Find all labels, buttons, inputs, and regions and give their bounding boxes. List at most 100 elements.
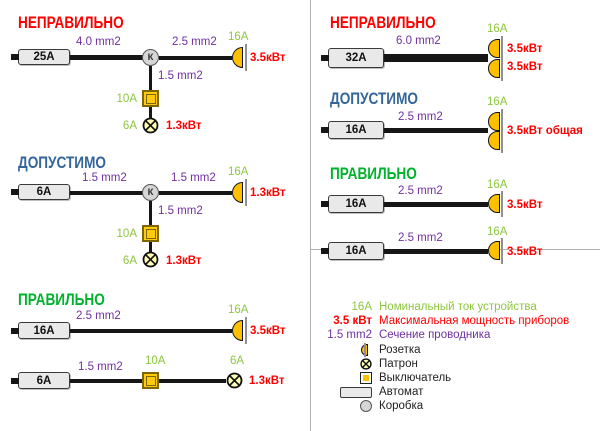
legend-desc: Номинальный ток устройства	[379, 301, 537, 314]
breaker-icon	[340, 386, 372, 398]
wire-size-label: 4.0 mm2	[76, 36, 121, 48]
switch-icon	[360, 372, 372, 385]
breaker: 6А	[18, 372, 70, 389]
breaker: 16А	[328, 121, 384, 139]
legend-desc: Коробка	[379, 400, 424, 413]
wall-line	[501, 36, 503, 81]
wire	[159, 55, 232, 60]
legend-row: Патрон	[312, 357, 596, 371]
wire-size-label: 2.5 mm2	[398, 232, 443, 244]
switch-amp-label: 10А	[116, 228, 137, 240]
switch-icon	[142, 90, 159, 107]
junction-box: К	[142, 184, 159, 201]
lamp-amp-label: 6А	[122, 255, 137, 267]
section-title: НЕПРАВИЛЬНО	[330, 13, 436, 32]
legend-desc: Патрон	[379, 357, 418, 370]
breaker: 32А	[328, 48, 384, 68]
wire-size-label: 2.5 mm2	[172, 36, 217, 48]
socket-power-label: 3.5кВт	[250, 325, 286, 337]
socket-amp-label: 16А	[228, 31, 249, 43]
lamp-power-label: 1.3кВт	[166, 120, 202, 132]
section-title: ПРАВИЛЬНО	[330, 164, 417, 183]
socket-icon	[488, 39, 500, 58]
breaker: 25А	[18, 49, 70, 65]
socket-power-label: 3.5кВт	[250, 52, 286, 64]
wall-line	[245, 179, 247, 206]
wall-line	[245, 317, 247, 344]
socket-icon	[488, 194, 500, 213]
wire	[384, 54, 488, 62]
socket-amp-label: 16А	[228, 166, 249, 178]
wire	[70, 190, 143, 195]
wire	[149, 107, 152, 118]
junction-box-icon	[360, 400, 372, 413]
lamp-amp-label: 6А	[122, 120, 137, 132]
lamp-holder-icon	[142, 251, 159, 268]
socket-amp-label: 16А	[228, 304, 249, 316]
legend: 16А Номинальный ток устройства 3.5 кВт М…	[312, 300, 596, 414]
legend-key-amp: 16А	[351, 301, 372, 314]
wire-size-label: 1.5 mm2	[158, 70, 203, 82]
wire-size-label: 2.5 mm2	[398, 111, 443, 123]
legend-row: Выключатель	[312, 371, 596, 385]
lamp-power-label: 1.3кВт	[249, 375, 285, 387]
legend-row: 3.5 кВт Максимальная мощность приборов	[312, 314, 596, 328]
wire	[159, 190, 232, 195]
wire-size-label: 2.5 mm2	[398, 185, 443, 197]
socket-power-label: 3.5кВт	[507, 43, 543, 55]
wire-size-label: 1.5 mm2	[158, 205, 203, 217]
wire	[384, 127, 488, 133]
socket-icon	[361, 342, 368, 357]
wire	[70, 328, 232, 333]
wall-line	[501, 238, 503, 264]
legend-desc: Максимальная мощность приборов	[379, 315, 570, 328]
socket-amp-label: 16А	[487, 179, 508, 191]
section-title: ПРАВИЛЬНО	[18, 290, 105, 309]
breaker: 16А	[328, 195, 384, 213]
switch-amp-label: 10А	[145, 355, 166, 367]
legend-desc: Автомат	[379, 386, 424, 399]
socket-icon	[488, 241, 500, 260]
breaker: 16А	[18, 322, 70, 339]
switch-icon	[142, 225, 159, 242]
socket-power-label: 3.5кВт общая	[507, 125, 583, 137]
wall-line	[501, 191, 503, 217]
socket-power-label: 3.5кВт	[507, 199, 543, 211]
wire	[70, 55, 143, 60]
socket-icon	[488, 131, 500, 150]
wire	[149, 201, 152, 225]
wall-line	[245, 44, 247, 71]
socket-amp-label: 16А	[487, 226, 508, 238]
wire	[149, 66, 152, 91]
socket-amp-label: 16А	[487, 96, 508, 108]
socket-power-label: 1.3кВт	[250, 187, 286, 199]
wire-size-label: 6.0 mm2	[396, 35, 441, 47]
legend-row: Коробка	[312, 399, 596, 413]
junction-box: К	[142, 49, 159, 66]
lamp-holder-icon	[360, 358, 372, 370]
legend-desc: Розетка	[379, 343, 421, 356]
socket-icon	[488, 112, 500, 131]
lamp-power-label: 1.3кВт	[166, 255, 202, 267]
legend-key-power: 3.5 кВт	[333, 315, 372, 328]
legend-desc: Выключатель	[379, 372, 452, 385]
legend-row: 16А Номинальный ток устройства	[312, 300, 596, 314]
wall-line	[364, 342, 366, 357]
wire	[159, 378, 226, 383]
wire-size-label: 1.5 mm2	[82, 172, 127, 184]
wall-line	[501, 109, 503, 153]
socket-amp-label: 16А	[487, 23, 508, 35]
wire-size-label: 1.5 mm2	[78, 361, 123, 373]
vertical-divider	[310, 0, 311, 431]
socket-power-label: 3.5кВт	[507, 246, 543, 258]
wire	[384, 248, 488, 254]
socket-power-label: 3.5кВт	[507, 61, 543, 73]
wire	[384, 201, 488, 207]
section-title: ДОПУСТИМО	[330, 89, 418, 108]
